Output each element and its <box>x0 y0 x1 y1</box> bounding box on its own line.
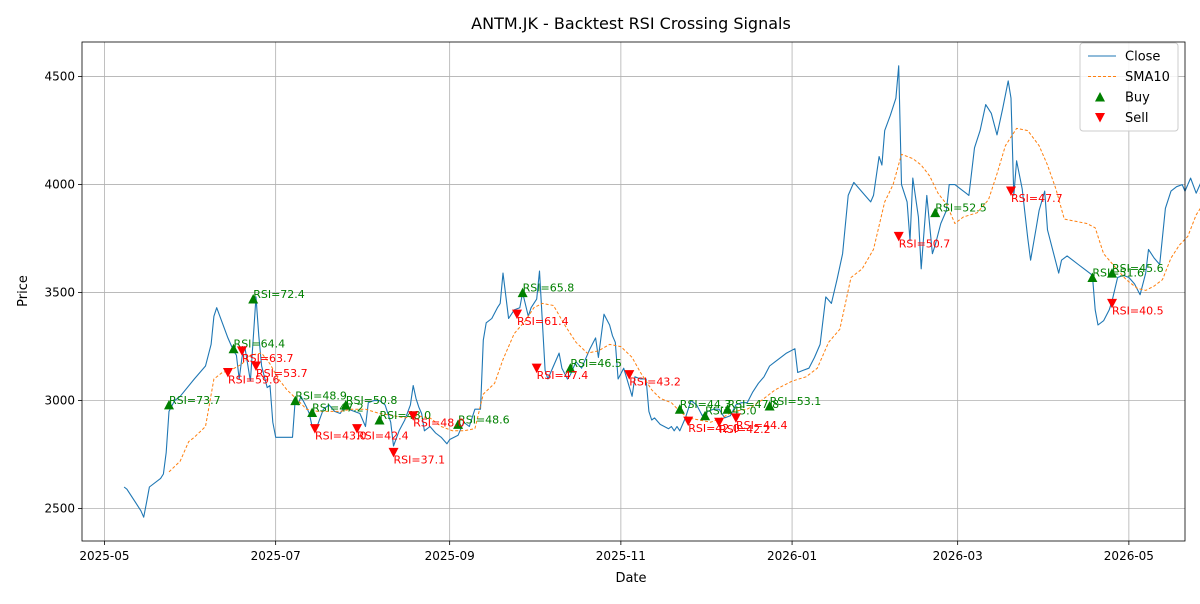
y-tick-label: 2500 <box>44 502 75 516</box>
x-tick-label: 2026-03 <box>933 549 983 563</box>
sell-signal-label: RSI=37.1 <box>394 453 446 466</box>
sell-signal-label: RSI=44.4 <box>736 419 788 432</box>
sell-signal-label: RSI=50.7 <box>899 237 951 250</box>
legend-label: SMA10 <box>1125 70 1170 85</box>
buy-signal-label: RSI=45.6 <box>1112 262 1164 275</box>
sell-signal-label: RSI=40.5 <box>1112 304 1164 317</box>
sell-signal-label: RSI=48.0 <box>413 417 465 430</box>
y-tick-label: 3500 <box>44 286 75 300</box>
buy-signal-label: RSI=52.5 <box>935 202 987 215</box>
sell-signal-label: RSI=43.2 <box>629 376 681 389</box>
x-tick-label: 2026-01 <box>767 549 817 563</box>
sell-signal-label: RSI=61.4 <box>517 315 569 328</box>
sell-signal-label: RSI=53.7 <box>256 367 308 380</box>
y-axis-label: Price <box>16 275 31 307</box>
buy-signal-label: RSI=50.8 <box>346 394 398 407</box>
x-tick-label: 2026-05 <box>1104 549 1154 563</box>
x-axis-label: Date <box>615 571 646 586</box>
chart-title: ANTM.JK - Backtest RSI Crossing Signals <box>471 14 791 33</box>
legend-label: Buy <box>1125 91 1150 106</box>
legend-label: Close <box>1125 50 1160 65</box>
buy-signal-label: RSI=73.7 <box>169 394 221 407</box>
buy-signal-label: RSI=48.6 <box>458 413 510 426</box>
x-tick-label: 2025-09 <box>425 549 475 563</box>
buy-signal-label: RSI=72.4 <box>253 288 305 301</box>
y-tick-label: 3000 <box>44 394 75 408</box>
x-tick-label: 2025-05 <box>79 549 129 563</box>
sell-signal-label: RSI=63.7 <box>242 352 294 365</box>
x-tick-label: 2025-07 <box>251 549 301 563</box>
sell-signal-label: RSI=47.7 <box>1011 192 1063 205</box>
y-tick-label: 4500 <box>44 70 75 84</box>
legend-label: Sell <box>1125 111 1148 126</box>
sell-signal-label: RSI=47.4 <box>537 369 589 382</box>
legend: Close SMA10 Buy Sell <box>1080 43 1178 131</box>
buy-signal-label: RSI=53.1 <box>770 395 822 408</box>
y-tick-label: 4000 <box>44 178 75 192</box>
buy-signal-label: RSI=65.8 <box>523 282 575 295</box>
x-tick-label: 2025-11 <box>596 549 646 563</box>
sell-signal-label: RSI=42.4 <box>357 430 409 443</box>
